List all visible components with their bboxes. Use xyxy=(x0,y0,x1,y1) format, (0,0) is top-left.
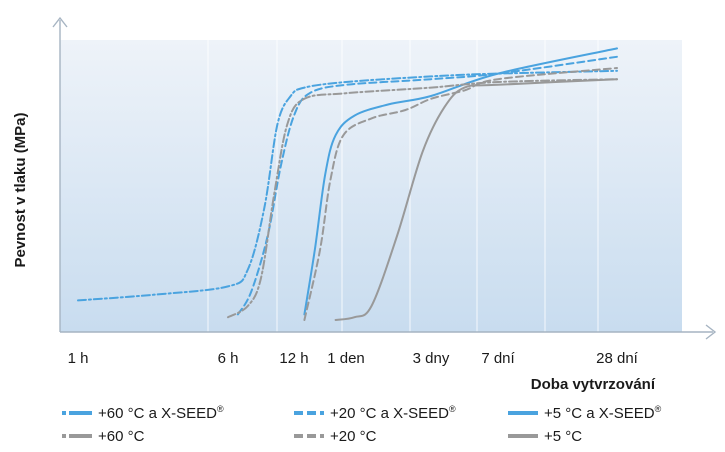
legend-swatch xyxy=(294,434,324,438)
x-axis-title: Doba vytvrzování xyxy=(531,376,656,393)
registered-mark: ® xyxy=(216,404,224,414)
series-line-1 xyxy=(236,55,618,316)
legend-item: +60 °C xyxy=(62,425,294,447)
x-tick-label: 12 h xyxy=(279,350,308,367)
legend-label: +20 °C xyxy=(330,427,377,445)
legend-swatch xyxy=(508,411,538,415)
legend: +60 °C a X-SEED® +20 °C a X-SEED® +5 °C a … xyxy=(62,402,722,447)
axes xyxy=(52,16,717,340)
legend-item: +5 °C xyxy=(508,425,722,447)
legend-label: +5 °C xyxy=(544,427,583,445)
legend-swatch xyxy=(294,411,324,415)
legend-label: +5 °C a X-SEED® xyxy=(544,404,662,422)
legend-label: +20 °C a X-SEED® xyxy=(330,404,456,422)
registered-mark: ® xyxy=(448,404,456,414)
legend-swatch xyxy=(62,411,92,415)
y-axis-title: Pevnost v tlaku (MPa) xyxy=(12,112,29,267)
registered-mark: ® xyxy=(654,404,662,414)
series-line-0 xyxy=(77,69,618,302)
legend-item: +20 °C a X-SEED® xyxy=(294,402,508,424)
legend-label: +60 °C a X-SEED® xyxy=(98,404,224,422)
legend-item: +20 °C xyxy=(294,425,508,447)
x-tick-labels: 1 h 6 h 12 h 1 den 3 dny 7 dní 28 dní xyxy=(68,350,639,367)
x-tick-label: 1 h xyxy=(68,350,89,367)
series-line-3 xyxy=(227,78,618,319)
x-tick-label: 7 dní xyxy=(481,350,515,367)
x-tick-label: 6 h xyxy=(218,350,239,367)
legend-swatch xyxy=(508,434,538,438)
legend-label: +60 °C xyxy=(98,427,145,445)
legend-item: +5 °C a X-SEED® xyxy=(508,402,722,424)
x-axis-arrow xyxy=(705,324,717,340)
x-tick-label: 3 dny xyxy=(413,350,450,367)
plot-background xyxy=(60,40,682,332)
legend-swatch xyxy=(62,434,92,438)
x-tick-label: 1 den xyxy=(327,350,365,367)
series-layer xyxy=(77,47,618,321)
series-line-5 xyxy=(334,78,618,321)
series-line-4 xyxy=(303,67,618,321)
y-axis-arrow xyxy=(52,16,68,28)
x-tick-label: 28 dní xyxy=(596,350,639,367)
legend-item: +60 °C a X-SEED® xyxy=(62,402,294,424)
chart-canvas: 1 h 6 h 12 h 1 den 3 dny 7 dní 28 dní Pevnost … xyxy=(12,16,717,393)
series-line-2 xyxy=(303,47,618,316)
